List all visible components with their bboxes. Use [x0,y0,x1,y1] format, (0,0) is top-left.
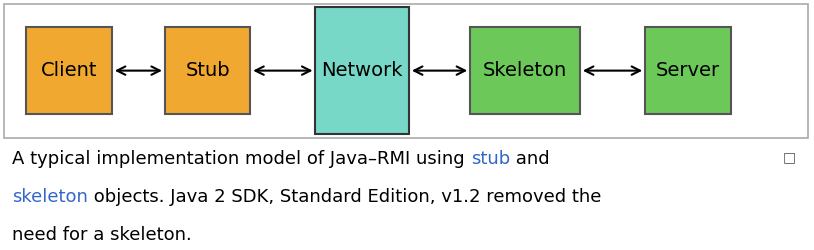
Bar [316,7,409,134]
Text: stub: stub [470,150,510,168]
Bar [470,27,580,115]
Bar [27,27,112,115]
Text: Skeleton: Skeleton [483,61,567,80]
Text: A typical implementation model of Java–RMI using: A typical implementation model of Java–R… [12,150,470,168]
Text: Stub: Stub [186,61,230,80]
Text: Client: Client [41,61,98,80]
Text: □: □ [783,150,796,164]
Text: objects. Java 2 SDK, Standard Edition, v1.2 removed the: objects. Java 2 SDK, Standard Edition, v… [88,188,602,206]
Text: need for a skeleton.: need for a skeleton. [12,226,192,244]
Bar [645,27,731,115]
Bar [164,27,251,115]
Text: and: and [510,150,549,168]
Text: Server: Server [656,61,720,80]
Text: Network: Network [322,61,403,80]
Text: skeleton: skeleton [12,188,88,206]
